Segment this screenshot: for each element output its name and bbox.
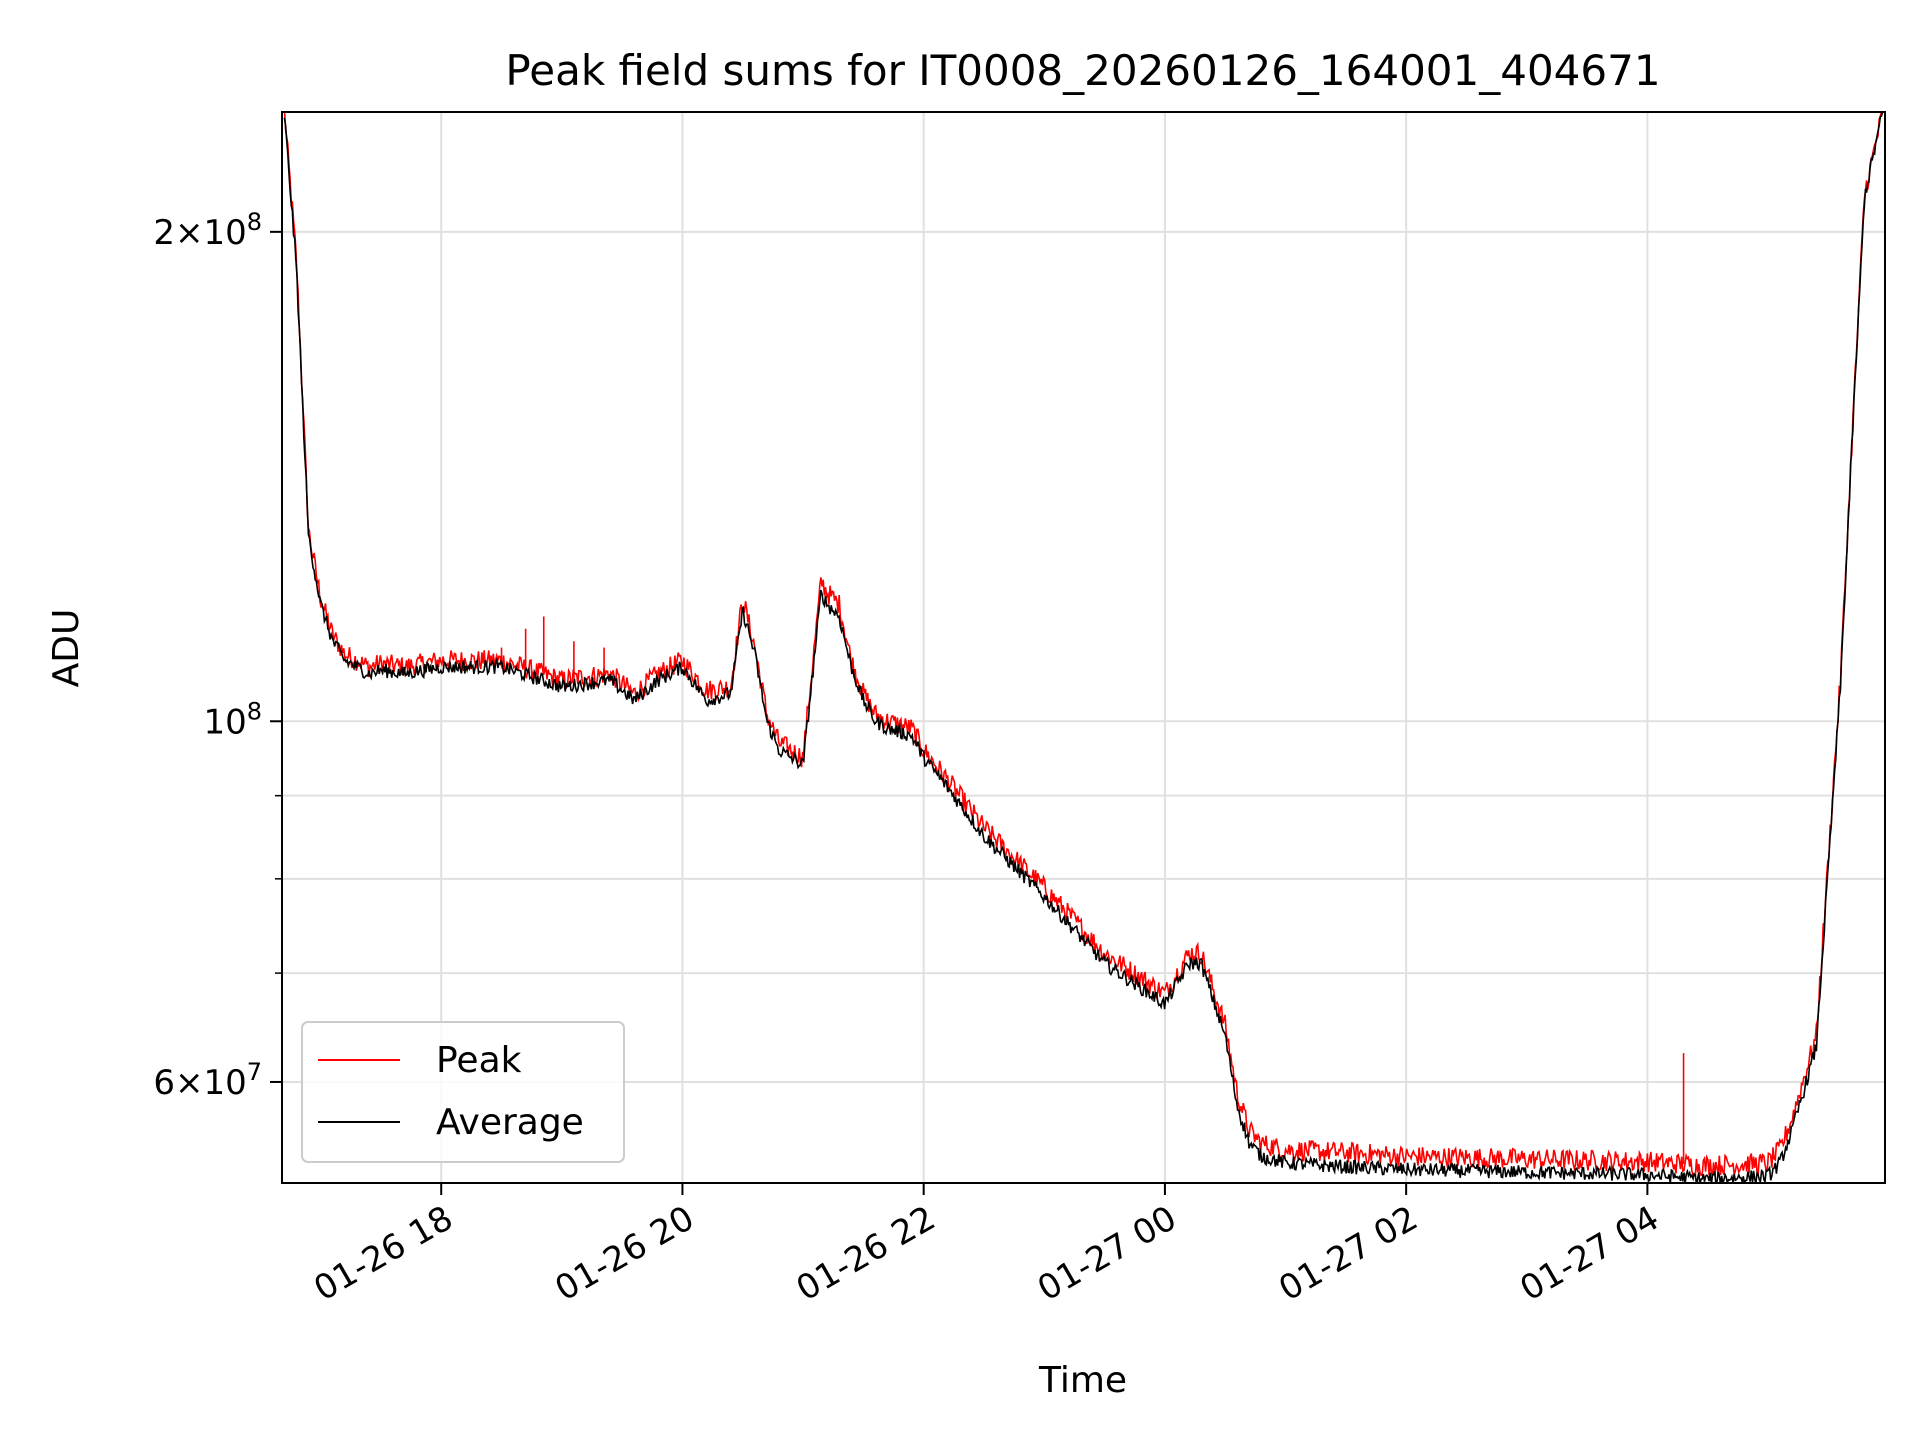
legend-peak-label: Peak (436, 1040, 522, 1081)
chart-title: Peak field sums for IT0008_20260126_1640… (505, 46, 1660, 95)
y-tick-label: 2×108 (153, 208, 262, 253)
legend: Peak Average (301, 1021, 625, 1163)
plot-frame (281, 111, 1886, 1184)
y-axis-label: ADU (46, 609, 87, 688)
y-tick-label: 108 (203, 697, 262, 742)
y-tick-label: 6×107 (153, 1058, 262, 1103)
legend-box (301, 1021, 625, 1163)
plot-series-group (283, 112, 1884, 1183)
x-axis-label: Time (1038, 1360, 1127, 1401)
series-line-average (283, 112, 1884, 1183)
legend-average-label: Average (436, 1102, 584, 1143)
